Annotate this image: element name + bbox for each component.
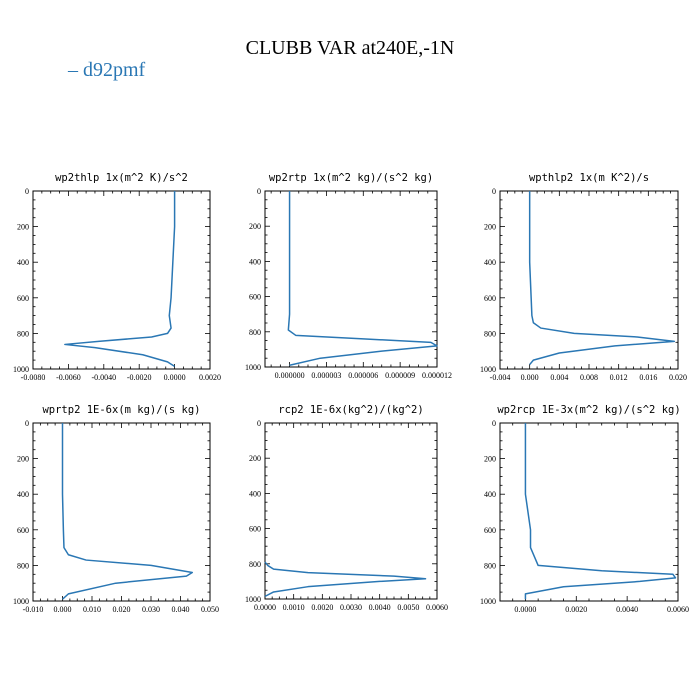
y-tick-label: 800 [484, 561, 496, 570]
panel-1: wp2thlp 1x(m^2 K)/s^202004006008001000-0… [13, 172, 221, 382]
panel-3: wpthlp2 1x(m K^2)/s 0 200 400 600 800 1000-0.0… [480, 172, 687, 382]
x-tick-label: -0.0020 [127, 373, 152, 382]
y-tick-label: 600 [484, 294, 496, 303]
x-tick-label: 0.050 [201, 605, 219, 614]
x-tick-label: -0.0080 [21, 373, 46, 382]
plot-frame [499, 190, 679, 370]
y-tick-label: 800 [484, 329, 496, 338]
series-line [264, 561, 427, 598]
y-tick-label: 800 [17, 561, 29, 570]
x-tick-label: 0.008 [580, 373, 598, 382]
y-tick-label: 0 [492, 419, 496, 428]
x-tick-label: 0.0040 [616, 605, 638, 614]
y-tick-label: 400 [17, 258, 29, 267]
x-tick-label: 0.0000 [254, 603, 276, 612]
panel-title: wp2rcp 1E-3x(m^2 kg)/(s^2 kg) [497, 404, 680, 416]
y-tick-label: 600 [17, 526, 29, 535]
x-tick-label: 0.010 [83, 605, 101, 614]
y-tick-label: 200 [484, 223, 496, 232]
x-tick-label: 0.004 [550, 373, 568, 382]
x-tick-label: 0.030 [142, 605, 160, 614]
y-tick-label: 800 [17, 329, 29, 338]
y-tick-label: 200 [17, 455, 29, 464]
series-line [287, 191, 438, 366]
y-tick-label: 400 [249, 257, 261, 266]
y-tick-label: 200 [249, 454, 261, 463]
plot-frame [32, 190, 211, 370]
figure-title: CLUBB VAR at240E,-1N [246, 37, 455, 59]
x-tick-label: -0.0040 [91, 373, 116, 382]
panel-title: wp2rtp 1x(m^2 kg)/(s^2 kg) [269, 172, 433, 184]
y-tick-label: 1000 [480, 597, 496, 606]
x-tick-label: 0.0020 [565, 605, 587, 614]
x-tick-label: 0.040 [172, 605, 190, 614]
panel-title: wprtp2 1E-6x(m kg)/(s kg) [42, 404, 200, 416]
y-tick-label: 0 [25, 419, 29, 428]
x-tick-label: -0.0060 [56, 373, 81, 382]
x-tick-label: -0.004 [490, 373, 511, 382]
y-tick-label: 600 [249, 525, 261, 534]
y-tick-label: 1000 [13, 365, 29, 374]
x-tick-label: -0.010 [23, 605, 44, 614]
x-tick-label: 0.0020 [311, 603, 333, 612]
y-tick-label: 1000 [13, 597, 29, 606]
x-tick-label: 0.020 [113, 605, 131, 614]
x-tick-label: 0.000012 [422, 371, 452, 380]
x-tick-label: 0.0060 [667, 605, 689, 614]
y-tick-label: 400 [249, 489, 261, 498]
plot-frame [32, 422, 211, 602]
x-tick-label: 0.0050 [397, 603, 419, 612]
y-tick-label: 600 [17, 294, 29, 303]
y-tick-label: 1000 [245, 363, 261, 372]
y-tick-label: 200 [17, 223, 29, 232]
y-tick-label: 0 [257, 187, 261, 196]
panel-title: wp2thlp 1x(m^2 K)/s^2 [55, 172, 188, 184]
legend-entry-d92pmf: – d92pmf [67, 59, 146, 81]
y-tick-label: 400 [484, 258, 496, 267]
panel-2: wp2rtp 1x(m^2 kg)/(s^2 kg) 0 200 400 600 800 1… [245, 172, 452, 380]
x-tick-label: 0.0060 [426, 603, 448, 612]
x-tick-label: 0.016 [639, 373, 657, 382]
x-tick-label: 0.000 [54, 605, 72, 614]
y-tick-label: 800 [249, 560, 261, 569]
panel-title: wpthlp2 1x(m K^2)/s [529, 172, 649, 184]
panel-4: wprtp2 1E-6x(m kg)/(s kg) 0 200 400 600 800 10… [13, 404, 219, 614]
y-tick-label: 800 [249, 328, 261, 337]
series-line [524, 423, 677, 600]
panel-5: rcp2 1E-6x(kg^2)/(kg^2) 0 200 400 600 800 1000… [245, 404, 448, 612]
x-tick-label: 0.0000 [164, 373, 186, 382]
x-tick-label: 0.000000 [275, 371, 305, 380]
x-tick-label: 0.012 [610, 373, 628, 382]
x-tick-label: 0.000006 [348, 371, 378, 380]
y-tick-label: 600 [249, 293, 261, 302]
y-tick-label: 1000 [480, 365, 496, 374]
x-tick-label: 0.0010 [283, 603, 305, 612]
y-tick-label: 400 [484, 490, 496, 499]
y-tick-label: 600 [484, 526, 496, 535]
x-tick-label: 0.000 [521, 373, 539, 382]
y-tick-label: 0 [25, 187, 29, 196]
plot-frame [499, 422, 679, 602]
y-tick-label: 0 [257, 419, 261, 428]
series-line [528, 191, 676, 366]
x-tick-label: 0.0020 [199, 373, 221, 382]
y-tick-label: 1000 [245, 595, 261, 604]
x-tick-label: 0.020 [669, 373, 687, 382]
x-tick-label: 0.0000 [514, 605, 536, 614]
y-tick-label: 200 [484, 455, 496, 464]
x-tick-label: 0.0040 [369, 603, 391, 612]
series-line [61, 423, 194, 600]
panel-title: rcp2 1E-6x(kg^2)/(kg^2) [278, 404, 423, 416]
y-tick-label: 400 [17, 490, 29, 499]
y-tick-label: 0 [492, 187, 496, 196]
panel-6: wp2rcp 1E-3x(m^2 kg)/(s^2 kg)0 200 400 600 8… [480, 404, 689, 614]
plot-frame [264, 422, 438, 600]
panels: wp2thlp 1x(m^2 K)/s^202004006008001000-0… [13, 172, 689, 614]
series-line [64, 191, 176, 367]
x-tick-label: 0.000009 [385, 371, 415, 380]
y-tick-label: 200 [249, 222, 261, 231]
x-tick-label: 0.0030 [340, 603, 362, 612]
x-tick-label: 0.000003 [311, 371, 341, 380]
